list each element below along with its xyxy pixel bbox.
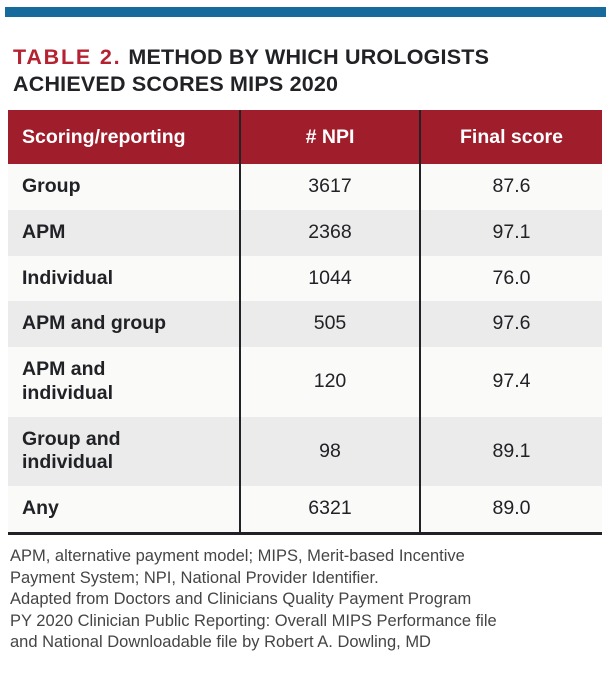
cell-score: 97.1 — [419, 209, 602, 256]
footnote-line: Payment System; NPI, National Provider I… — [10, 568, 379, 587]
table-row: Individual 1044 76.0 — [8, 255, 602, 302]
method-label: Group and individual — [22, 427, 121, 474]
cell-method: APM — [8, 210, 240, 256]
footnote-line: PY 2020 Clinician Public Reporting: Over… — [10, 611, 497, 630]
mips-scoring-table: Scoring/reporting # NPI Final score Grou… — [8, 110, 602, 536]
cell-method: Group and individual — [8, 417, 240, 487]
cell-npi: 1044 — [239, 255, 420, 302]
table-title-text: METHOD BY WHICH UROLOGISTS ACHIEVED SCOR… — [13, 45, 490, 97]
table-row: APM and individual 120 97.4 — [8, 347, 602, 417]
method-label: APM and group — [22, 312, 167, 335]
cell-npi: 120 — [239, 347, 420, 417]
method-label: APM and individual — [22, 358, 114, 404]
cell-method: APM and individual — [8, 347, 240, 417]
cell-npi: 2368 — [239, 209, 420, 256]
method-label: Group — [22, 175, 81, 197]
table-number-label: TABLE 2. — [13, 45, 122, 69]
footnotes: APM, alternative payment model; MIPS, Me… — [10, 546, 604, 654]
table-header-row: Scoring/reporting # NPI Final score — [8, 110, 602, 164]
column-header-npi: # NPI — [239, 110, 420, 164]
method-label: Any — [22, 497, 59, 520]
table-row: Group and individual 98 89.1 — [8, 416, 602, 487]
cell-method: Group — [8, 164, 240, 210]
method-label: Individual — [22, 266, 114, 289]
cell-method: Individual — [8, 256, 240, 302]
table-row: APM and group 505 97.6 — [8, 301, 602, 348]
table-row: Group 3617 87.6 — [8, 164, 602, 210]
cell-method: APM and group — [8, 301, 240, 347]
cell-npi: 6321 — [239, 486, 420, 534]
cell-score: 89.0 — [419, 486, 602, 534]
column-header-scoring-reporting: Scoring/reporting — [8, 110, 240, 164]
cell-score: 76.0 — [419, 255, 602, 302]
column-header-final-score: Final score — [419, 110, 602, 164]
cell-npi: 505 — [239, 301, 420, 348]
table-row: APM 2368 97.1 — [8, 209, 602, 256]
footnote-line: and National Downloadable file by Robert… — [10, 633, 431, 652]
cell-score: 87.6 — [419, 164, 602, 210]
cell-method: Any — [8, 486, 240, 533]
table-row: Any 6321 89.0 — [8, 486, 602, 534]
cell-score: 89.1 — [419, 416, 602, 487]
cell-npi: 98 — [239, 416, 420, 487]
top-accent-bar — [5, 7, 606, 17]
footnote-line: APM, alternative payment model; MIPS, Me… — [10, 547, 465, 565]
cell-npi: 3617 — [239, 164, 420, 210]
method-label: APM — [22, 220, 66, 243]
footnote-line: Adapted from Doctors and Clinicians Qual… — [10, 590, 472, 609]
cell-score: 97.6 — [419, 301, 602, 348]
cell-score: 97.4 — [419, 347, 602, 417]
table-title: TABLE 2. METHOD BY WHICH UROLOGISTS ACHIE… — [13, 44, 599, 98]
